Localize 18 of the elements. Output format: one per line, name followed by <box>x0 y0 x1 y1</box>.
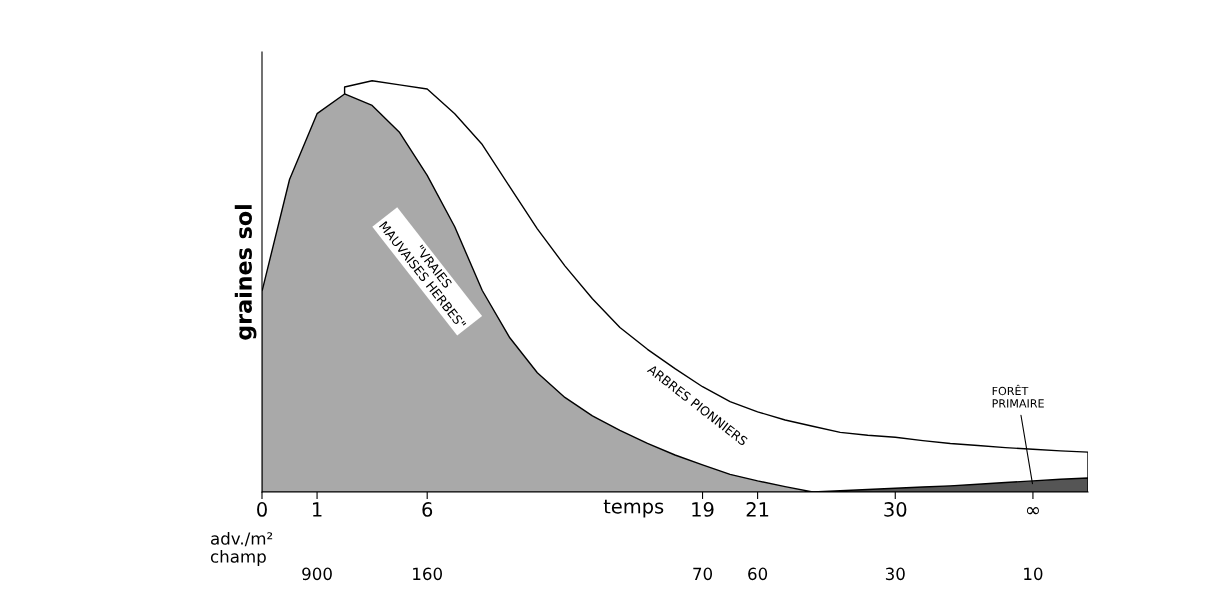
text: 900 <box>302 567 332 581</box>
x-tick-label: 21 <box>746 502 769 517</box>
text: champ <box>210 549 266 567</box>
text: adv./m² <box>211 531 273 547</box>
x-axis-title: temps <box>603 499 664 518</box>
x-tick-label: 0 <box>257 502 267 517</box>
text: 70 <box>693 567 713 581</box>
x-tick-label: 30 <box>884 502 907 517</box>
x-tick-label: ∞ <box>1026 507 1039 515</box>
y-axis-title: graines sol <box>234 205 257 340</box>
text: 10 <box>1024 567 1043 581</box>
text: 160 <box>413 567 442 581</box>
text: 60 <box>748 567 768 581</box>
text: FORÊT PRIMAIRE <box>992 384 1044 408</box>
x-tick-label: 1 <box>313 502 322 517</box>
x-tick-label: 6 <box>422 502 433 517</box>
x-tick-label: 19 <box>692 502 714 517</box>
text: 30 <box>885 567 905 581</box>
